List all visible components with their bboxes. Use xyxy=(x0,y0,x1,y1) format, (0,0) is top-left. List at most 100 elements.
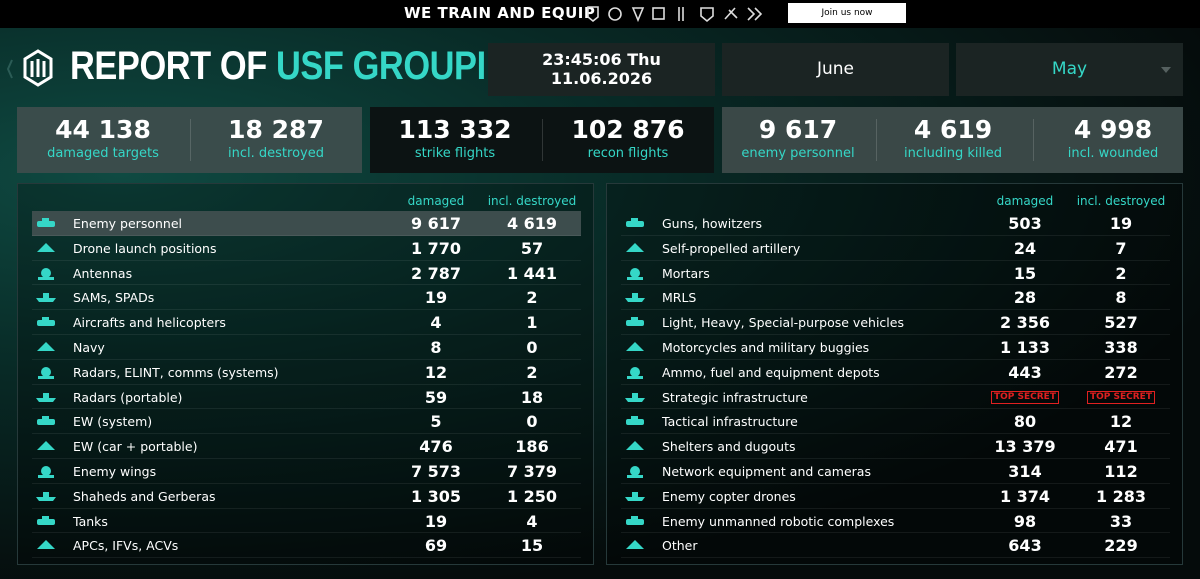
summary-value: 9 617 xyxy=(758,115,838,144)
row-value: 5 xyxy=(430,412,442,432)
row-icon xyxy=(37,441,55,451)
dropdown-arrow xyxy=(1161,67,1171,73)
table-row: Tactical infrastructure 80 12 xyxy=(621,409,1170,435)
date: 11.06.2026 xyxy=(550,69,653,88)
row-value: 15 xyxy=(520,536,544,556)
row-value: 503 xyxy=(1008,214,1042,233)
row-name: EW (system) xyxy=(73,414,153,430)
top-bar-title: WE TRAIN AND EQUIP xyxy=(404,4,596,22)
row-value: 7 xyxy=(1115,238,1127,258)
join-button[interactable]: Join us now xyxy=(788,3,906,23)
month-dropdown[interactable]: May xyxy=(956,43,1183,96)
row-name: Radars, ELINT, comms (systems) xyxy=(73,364,279,380)
row-value: 9 617 xyxy=(410,214,462,233)
row-value: 57 xyxy=(520,238,544,258)
row-icon xyxy=(37,317,55,327)
row-name: Strategic infrastructure xyxy=(662,389,808,405)
row-value: 12 xyxy=(1109,412,1133,432)
row-name: Ammo, fuel and equipment depots xyxy=(662,364,880,380)
row-value: 2 356 xyxy=(999,313,1051,333)
row-value: 0 xyxy=(526,338,538,357)
row-value: 80 xyxy=(1013,412,1037,432)
row-icon xyxy=(626,218,644,227)
row-name: Tactical infrastructure xyxy=(662,414,798,430)
row-icon xyxy=(626,317,644,327)
month-tab[interactable]: June xyxy=(722,43,949,96)
summary-value: 44 138 xyxy=(55,115,151,144)
summary-label: enemy personnel xyxy=(741,146,855,161)
column-header: damaged xyxy=(407,194,465,208)
row-value: 18 xyxy=(520,387,544,407)
row-value: 4 xyxy=(430,313,442,333)
top-bar: WE TRAIN AND EQUIP Join us now xyxy=(0,0,1200,28)
table-row: Guns, howitzers 503 19 xyxy=(621,211,1170,236)
right-table: damaged incl. destroyed Guns, howitzers 503… xyxy=(606,183,1183,565)
row-value: 19 xyxy=(424,511,448,531)
row-value: 1 770 xyxy=(410,238,462,258)
row-value: 476 xyxy=(419,437,453,457)
summary-value: 4 998 xyxy=(1073,115,1153,144)
summary-label: recon flights xyxy=(587,146,669,161)
table-row: Enemy personnel 9 617 4 619 xyxy=(32,211,581,236)
row-icon xyxy=(626,441,644,451)
row-name: Enemy wings xyxy=(73,464,157,479)
row-name: Aircrafts and helicopters xyxy=(73,315,226,331)
summary-value: 102 876 xyxy=(571,115,685,144)
row-name: Antennas xyxy=(73,265,133,281)
summary-value: 4 619 xyxy=(913,115,993,144)
summary-label: including killed xyxy=(904,146,1002,161)
divider xyxy=(189,119,191,161)
row-value: 527 xyxy=(1104,313,1138,333)
month-selected: May xyxy=(1051,59,1088,79)
table-row: MRLS 28 8 xyxy=(621,285,1170,311)
table-row: Ammo, fuel and equipment depots 443 272 xyxy=(621,360,1170,385)
row-value: 2 xyxy=(526,288,538,308)
table-row: Radars (portable) 59 18 xyxy=(32,385,581,410)
summary-group: 113 332 strike flights 102 876 recon flight… xyxy=(370,107,714,173)
row-value: 1 250 xyxy=(506,486,558,506)
summary-group: 44 138 damaged targets 18 287 incl. destroy… xyxy=(17,107,362,173)
row-name: Mortars xyxy=(662,265,710,281)
time: 23:45:06 Thu xyxy=(542,50,661,69)
row-name: Enemy copter drones xyxy=(662,488,796,504)
row-value: 8 xyxy=(430,338,442,357)
column-header: damaged xyxy=(996,194,1054,208)
row-value: 643 xyxy=(1008,536,1042,556)
table-row: Network equipment and cameras 314 112 xyxy=(621,459,1170,484)
row-value: 471 xyxy=(1104,437,1138,457)
row-value: 12 xyxy=(424,362,448,382)
row-name: Other xyxy=(662,538,698,554)
row-value: 2 xyxy=(1115,263,1127,283)
row-name: Navy xyxy=(73,340,105,355)
table-row: Self-propelled artillery 24 7 xyxy=(621,236,1170,261)
row-value: 69 xyxy=(424,536,448,556)
summary-label: damaged targets xyxy=(47,146,159,161)
row-name: Shaheds and Gerberas xyxy=(73,488,216,504)
row-value: 15 xyxy=(1013,263,1037,283)
row-name: Guns, howitzers xyxy=(662,216,763,231)
divider xyxy=(541,119,543,161)
secret-stamp: TOP SECRET xyxy=(991,390,1059,404)
table-row: Antennas 2 787 1 441 xyxy=(32,261,581,286)
row-value: 443 xyxy=(1008,362,1042,382)
column-header: incl. destroyed xyxy=(1076,194,1166,208)
row-icon xyxy=(37,515,55,525)
row-value: 2 787 xyxy=(410,263,462,283)
row-icon xyxy=(36,491,56,501)
row-name: Tanks xyxy=(73,513,108,529)
row-name: Drone launch positions xyxy=(73,240,217,256)
row-value: 7 379 xyxy=(506,462,558,481)
table-row: Tanks 19 4 xyxy=(32,509,581,534)
divider xyxy=(875,119,877,161)
table-row: Other 643 229 xyxy=(621,533,1170,559)
table-row: Shaheds and Gerberas 1 305 1 250 xyxy=(32,484,581,509)
row-value: 24 xyxy=(1013,238,1037,258)
row-value: 229 xyxy=(1104,536,1138,556)
row-value: 19 xyxy=(424,288,448,308)
row-name: SAMs, SPADs xyxy=(73,290,155,306)
row-icon xyxy=(626,515,644,525)
row-value: 33 xyxy=(1109,511,1133,531)
table-row: Drone launch positions 1 770 57 xyxy=(32,236,581,261)
row-value: 59 xyxy=(424,387,448,407)
row-value: 8 xyxy=(1115,288,1127,308)
